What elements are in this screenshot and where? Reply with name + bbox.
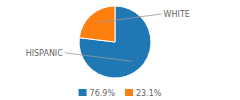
legend-swatch xyxy=(125,89,133,96)
legend-swatch xyxy=(79,89,87,96)
pie-slice xyxy=(79,6,115,42)
legend-label: 23.1% xyxy=(136,89,162,98)
annotation-line xyxy=(65,53,132,62)
annotation-label: HISPANIC xyxy=(26,49,64,58)
legend: 76.9% 23.1% xyxy=(79,89,162,98)
annotation-label: WHITE xyxy=(164,10,190,19)
annotation-line xyxy=(98,14,162,23)
annotations: HISPANIC WHITE xyxy=(26,10,190,62)
chart: HISPANIC WHITE 76.9% 23.1% xyxy=(0,0,240,100)
legend-item: 76.9% xyxy=(79,89,116,98)
legend-item: 23.1% xyxy=(125,89,162,98)
legend-label: 76.9% xyxy=(90,89,116,98)
